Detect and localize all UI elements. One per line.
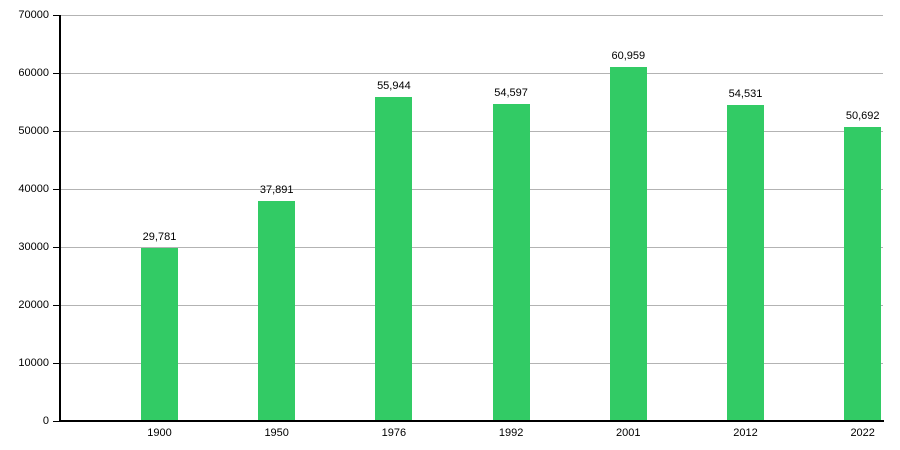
y-axis-tick-label: 10000 xyxy=(18,356,49,369)
gridline xyxy=(60,189,883,190)
bar-value-label: 54,531 xyxy=(728,87,763,100)
bar-value-label: 29,781 xyxy=(142,231,177,244)
y-axis-tick xyxy=(53,131,60,132)
gridline xyxy=(60,247,883,248)
bar xyxy=(258,201,296,420)
bar-value-label: 54,597 xyxy=(494,87,528,100)
y-axis-tick-label: 30000 xyxy=(18,240,49,253)
bar-value-label: 50,692 xyxy=(845,109,880,122)
x-axis-line xyxy=(60,420,884,422)
bar xyxy=(492,104,530,420)
y-axis-tick xyxy=(53,363,60,364)
y-axis-tick xyxy=(53,73,60,74)
y-axis-tick-label: 0 xyxy=(42,414,49,427)
y-axis-tick-label: 20000 xyxy=(18,298,49,311)
x-axis-tick-label: 1950 xyxy=(264,427,289,439)
y-axis-line xyxy=(59,15,61,421)
gridline xyxy=(60,131,883,132)
gridline xyxy=(60,305,883,306)
bar-value-label: 37,891 xyxy=(259,184,294,197)
y-axis-tick xyxy=(53,247,60,248)
gridline xyxy=(60,73,883,74)
bar xyxy=(141,248,178,420)
gridline xyxy=(60,363,883,364)
bar-value-label: 60,959 xyxy=(611,50,646,63)
gridline xyxy=(60,15,883,16)
bar xyxy=(375,96,413,420)
bar-value-label: 55,944 xyxy=(377,79,411,92)
y-axis-tick-label: 60000 xyxy=(18,66,49,79)
x-axis-tick-label: 1900 xyxy=(147,427,172,439)
y-axis-tick-label: 50000 xyxy=(18,124,49,137)
bar xyxy=(727,104,764,420)
bar xyxy=(844,126,882,420)
y-axis-tick-label: 40000 xyxy=(18,182,49,195)
y-axis-tick-label: 70000 xyxy=(18,8,49,21)
x-axis-tick-label: 2022 xyxy=(850,427,875,439)
y-axis-tick xyxy=(53,421,60,422)
x-axis-tick-label: 1992 xyxy=(498,427,524,439)
y-axis-tick xyxy=(53,189,60,190)
x-axis-tick-label: 2001 xyxy=(616,427,641,439)
x-axis-tick-label: 2012 xyxy=(733,427,758,439)
bar xyxy=(609,67,647,420)
x-axis-tick-label: 1976 xyxy=(381,427,407,439)
y-axis-tick xyxy=(53,305,60,306)
y-axis-tick xyxy=(53,15,60,16)
